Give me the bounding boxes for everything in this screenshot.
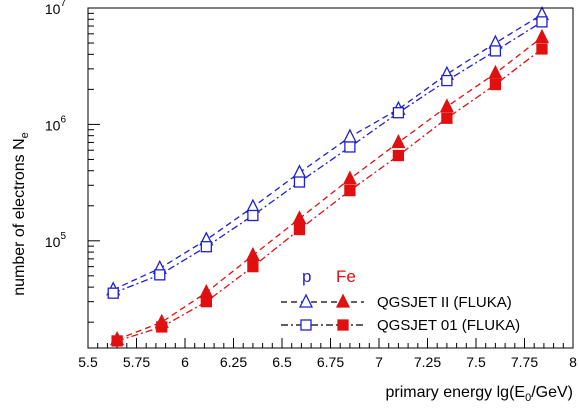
data-point-fe_qgsjet2 (534, 28, 550, 43)
data-point-fe_qgsjet2 (342, 170, 357, 185)
data-point-fe_qgsjet2 (199, 284, 214, 299)
x-tick-label: 6.25 (220, 354, 247, 370)
data-point-fe_qgsjet01 (441, 112, 453, 124)
x-axis-label-sub: 0 (525, 392, 531, 404)
data-point-fe_qgsjet01 (392, 149, 405, 162)
data-point-p_qgsjet2 (342, 128, 357, 143)
x-tick-label: 6.5 (272, 354, 292, 370)
legend-marker-p-qgsjet2 (298, 293, 314, 308)
x-tick-label: 7.5 (466, 354, 486, 370)
y-tick-label: 107 (45, 0, 67, 17)
x-axis-label: primary energy lg(E0/GeV) (385, 384, 573, 404)
data-point-p_qgsjet01 (247, 209, 259, 222)
legend-label-qgsjet01: QGSJET 01 (FLUKA) (377, 317, 520, 334)
data-point-fe_qgsjet01 (536, 43, 548, 55)
x-tick-label: 7.75 (511, 354, 538, 370)
x-tick-label: 8 (569, 354, 577, 370)
series-line-p_qgsjet2 (112, 13, 543, 291)
series-p_qgsjet2 (106, 6, 550, 296)
x-axis-label-end: /GeV) (531, 384, 573, 401)
x-tick-labels: 5.5 5.75 6 6.25 6.5 6.75 7 7.25 7.5 7.75 8 (78, 354, 577, 370)
series-line-p_qgsjet01 (112, 21, 543, 294)
y-tick-label: 106 (45, 114, 67, 133)
data-point-fe_qgsjet01 (293, 223, 306, 236)
x-axis-label-main: primary energy lg(E (385, 384, 525, 401)
data-point-p_qgsjet01 (392, 107, 405, 119)
legend-marker-fe-qgsjet01 (337, 319, 349, 331)
plot-frame (87, 7, 574, 349)
legend-header-fe: Fe (336, 267, 356, 286)
data-point-fe_qgsjet2 (488, 64, 503, 79)
series-layer (106, 6, 550, 347)
data-point-p_qgsjet01 (536, 16, 548, 28)
data-point-fe_qgsjet2 (391, 133, 406, 149)
x-tick-label: 5.5 (78, 354, 98, 370)
y-tick-labels: 105 106 107 (45, 0, 67, 250)
data-point-fe_qgsjet01 (111, 335, 123, 347)
x-tick-label: 5.75 (123, 354, 150, 370)
data-point-fe_qgsjet01 (489, 78, 502, 91)
series-line-fe_qgsjet01 (116, 48, 543, 342)
x-tick-label: 6 (181, 354, 189, 370)
x-tick-label: 7.25 (414, 354, 441, 370)
data-point-p_qgsjet01 (200, 241, 212, 253)
legend-marker-fe-qgsjet2 (335, 293, 351, 308)
series-fe_qgsjet01 (111, 43, 548, 347)
legend: p Fe QGSJET II (FLUKA) QGSJET 01 (FLUKA) (281, 267, 520, 334)
data-point-fe_qgsjet01 (344, 184, 356, 197)
y-tick-label: 105 (45, 231, 67, 250)
data-point-p_qgsjet01 (293, 176, 306, 188)
data-point-p_qgsjet01 (154, 269, 166, 281)
x-tick-label: 7 (375, 354, 383, 370)
data-point-fe_qgsjet01 (156, 321, 168, 333)
data-point-fe_qgsjet2 (292, 210, 307, 225)
data-point-fe_qgsjet2 (245, 246, 260, 262)
data-point-fe_qgsjet01 (200, 296, 212, 308)
legend-label-qgsjet2: QGSJET II (FLUKA) (377, 294, 512, 311)
data-point-p_qgsjet01 (441, 74, 453, 87)
series-line-fe_qgsjet2 (116, 36, 543, 341)
series-p_qgsjet01 (107, 16, 548, 299)
data-point-fe_qgsjet01 (247, 260, 259, 273)
legend-marker-p-qgsjet01 (300, 319, 312, 331)
data-point-p_qgsjet01 (344, 141, 356, 153)
data-point-p_qgsjet01 (107, 287, 119, 299)
y-axis-label: number of electrons Ne (11, 132, 31, 296)
y-axis-label-sub: e (19, 132, 31, 138)
data-point-p_qgsjet2 (292, 164, 307, 179)
legend-header-p: p (302, 267, 311, 286)
data-point-p_qgsjet01 (489, 45, 502, 57)
y-axis-label-main: number of electrons N (11, 138, 28, 295)
x-tick-label: 6.75 (317, 354, 344, 370)
data-point-fe_qgsjet2 (439, 98, 454, 113)
